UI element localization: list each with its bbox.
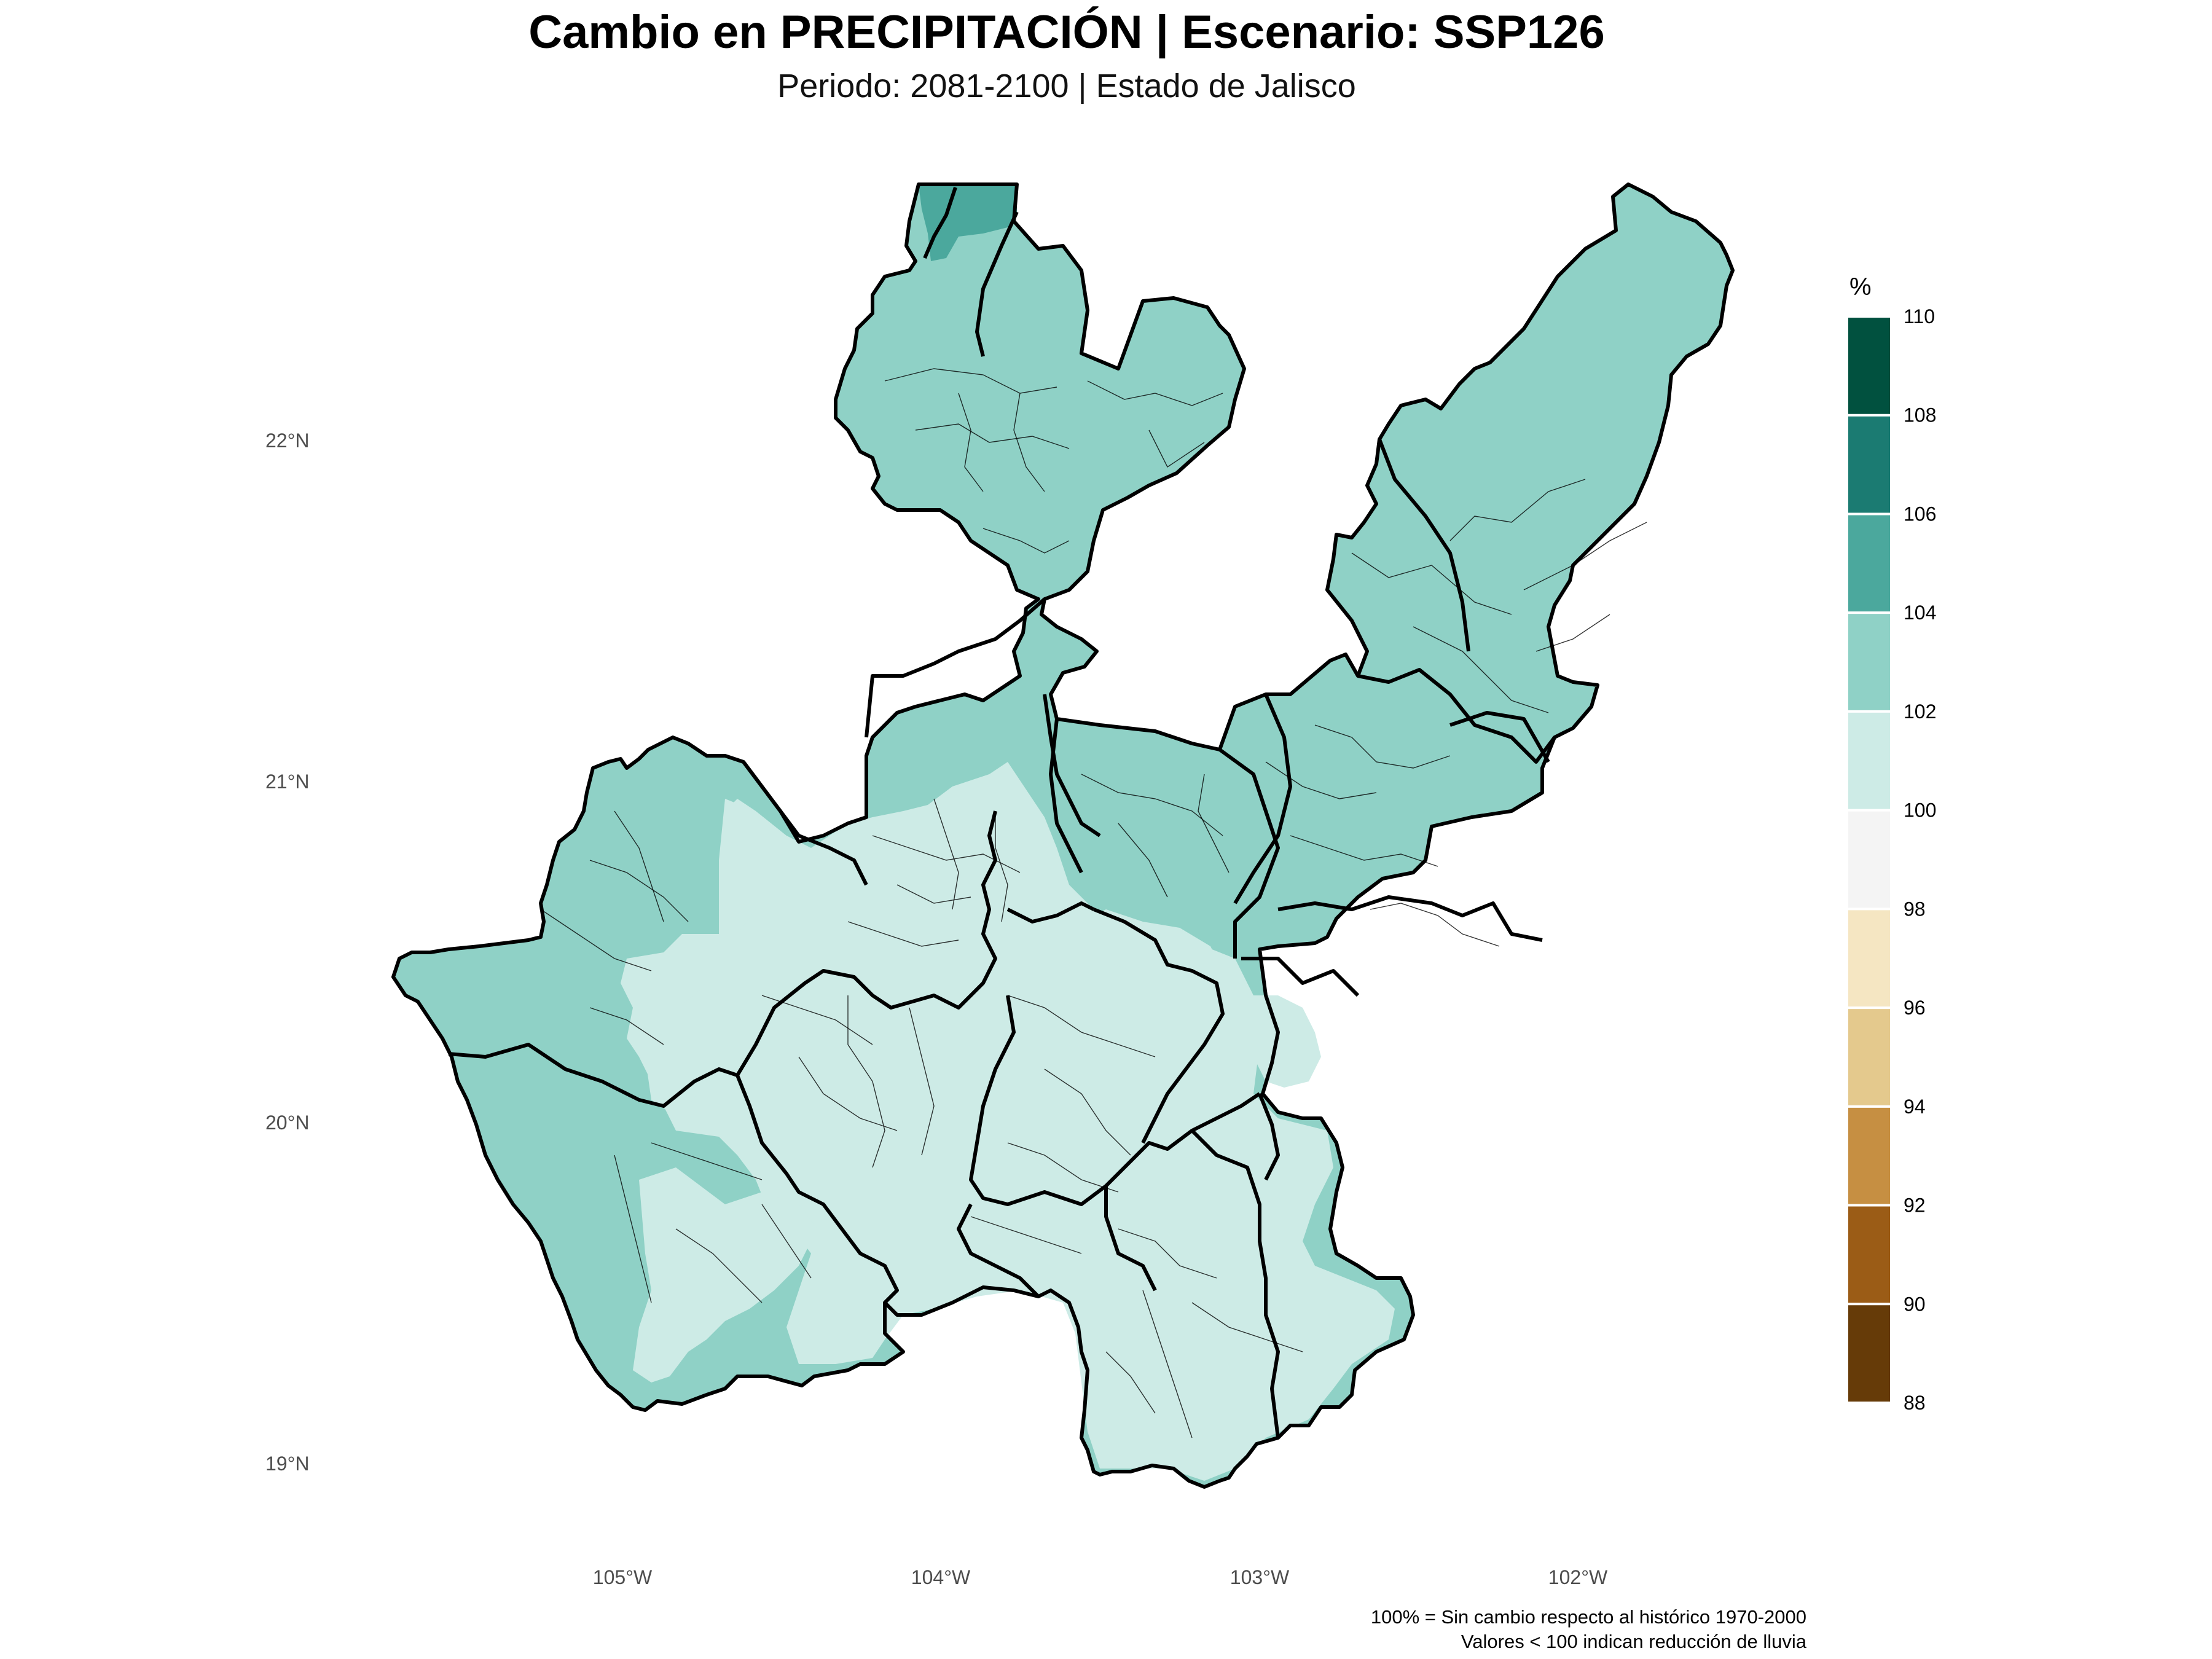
- border-south-2: [1190, 1129, 1280, 1438]
- border-north-inner-1: [923, 187, 957, 259]
- legend-label-100: 100: [1904, 799, 1936, 822]
- legend-label-106: 106: [1904, 503, 1936, 525]
- legend-label-92: 92: [1904, 1194, 1926, 1217]
- border-south: [1104, 1186, 1157, 1292]
- border-east-3: [1233, 693, 1292, 904]
- caption-line-1: 100% = Sin cambio respecto al histórico …: [1371, 1606, 1806, 1628]
- border-center-south-3: [957, 1203, 1040, 1298]
- north-peak-patch: [919, 184, 1017, 261]
- legend-colorbar: [1848, 315, 1890, 1404]
- chart-subtitle: Periodo: 2081-2100 | Estado de Jalisco: [777, 68, 1356, 104]
- legend-label-108: 108: [1904, 404, 1936, 426]
- border-east-1: [1049, 718, 1083, 874]
- caption-line-2: Valores < 100 indican reducción de lluvi…: [1461, 1631, 1807, 1652]
- legend-labels: 110 108 106 104 102 100 98 96 94 92 90 88: [1904, 305, 1936, 1414]
- east-low-patch: [1081, 909, 1223, 983]
- border-center-south-2: [969, 995, 1261, 1206]
- center-low-zone: [621, 762, 1395, 1481]
- legend-bin-92-94: [1848, 1106, 1890, 1206]
- chart-title: Cambio en PRECIPITACIÓN | Escenario: SSP…: [528, 6, 1604, 59]
- border-center-west: [735, 810, 997, 1077]
- border-northeast: [1357, 668, 1556, 764]
- border-west-north: [742, 761, 868, 886]
- legend-label-98: 98: [1904, 898, 1926, 920]
- border-north-inner-2: [975, 211, 1019, 357]
- legend-title: %: [1849, 273, 1872, 300]
- legend-label-102: 102: [1904, 700, 1936, 723]
- border-east-2: [1218, 748, 1280, 959]
- border-east-lower: [1277, 895, 1543, 942]
- legend-label-96: 96: [1904, 997, 1926, 1019]
- border-southeast: [1258, 1092, 1280, 1181]
- east-low-patch-2: [1247, 995, 1321, 1088]
- lat-tick-21: 21°N: [265, 771, 310, 793]
- border-northeast-2: [1378, 438, 1470, 652]
- border-northeast-3: [1449, 711, 1550, 763]
- legend-bin-88-90: [1848, 1304, 1890, 1403]
- legend-bin-98-100: [1848, 810, 1890, 909]
- lat-tick-19: 19°N: [265, 1453, 310, 1475]
- legend-bin-96-98: [1848, 909, 1890, 1008]
- southwest-low-patch: [633, 1167, 817, 1382]
- legend-label-88: 88: [1904, 1392, 1926, 1414]
- lon-tick-105: 105°W: [593, 1566, 653, 1588]
- legend-bin-90-92: [1848, 1205, 1890, 1304]
- border-west-center: [448, 1043, 738, 1108]
- legend-label-104: 104: [1904, 602, 1936, 624]
- lon-tick-102: 102°W: [1548, 1566, 1608, 1588]
- border-north-east: [865, 597, 1046, 738]
- legend-label-110: 110: [1904, 305, 1935, 327]
- legend-label-94: 94: [1904, 1096, 1926, 1118]
- border-east-lower-2: [1241, 957, 1360, 997]
- border-center-east: [1092, 908, 1225, 1144]
- state-outline: [391, 182, 1735, 1489]
- legend-bin-94-96: [1848, 1008, 1890, 1107]
- legend-label-90: 90: [1904, 1293, 1926, 1315]
- legend-bin-104-106: [1848, 514, 1890, 613]
- lat-tick-22: 22°N: [265, 429, 310, 452]
- border-center-south: [735, 1074, 899, 1304]
- municipal-boundaries: [540, 368, 1647, 1438]
- legend: % 110 108 106 104 102 100 98 96 94 92 90 88: [1848, 273, 1936, 1414]
- legend-bin-106-108: [1848, 415, 1890, 514]
- lon-tick-104: 104°W: [911, 1566, 971, 1588]
- border-center-east-2: [1006, 901, 1095, 924]
- border-center-north: [1043, 694, 1101, 837]
- lon-tick-103: 103°W: [1230, 1566, 1290, 1588]
- legend-bin-102-104: [1848, 613, 1890, 712]
- legend-bin-108-110: [1848, 316, 1890, 415]
- west-low-patch: [645, 799, 762, 1112]
- lat-tick-20: 20°N: [265, 1112, 310, 1134]
- jalisco-map: [391, 182, 1735, 1489]
- legend-bin-100-102: [1848, 711, 1890, 810]
